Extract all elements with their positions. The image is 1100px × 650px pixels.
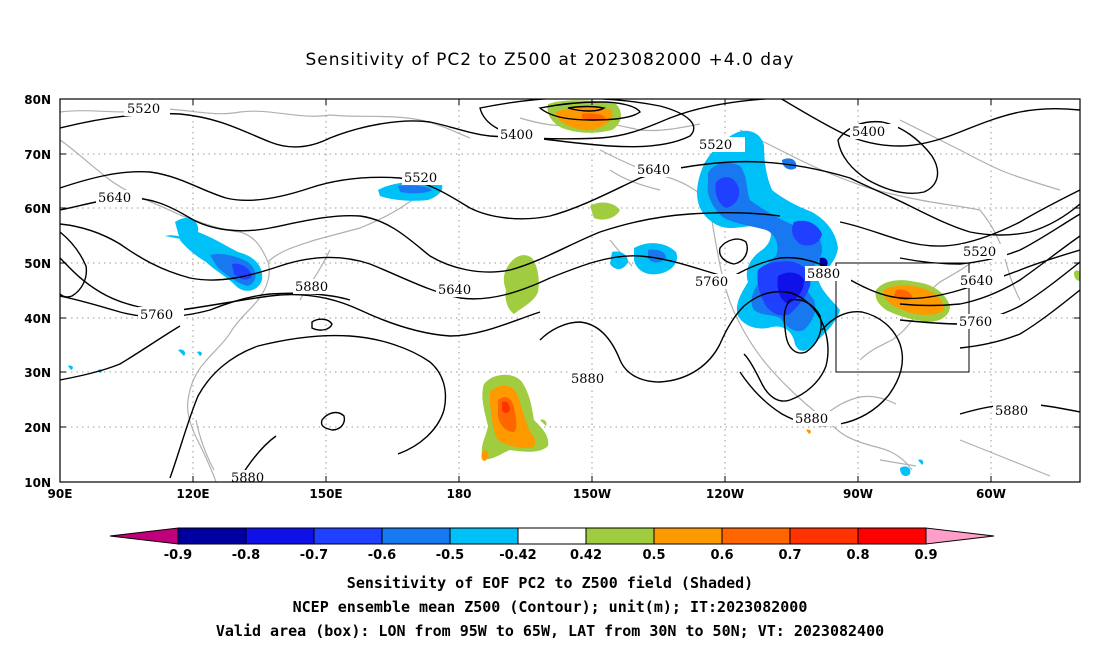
colorbar-labels: -0.9 -0.8 -0.7 -0.6 -0.5 -0.42 0.42 0.5 … <box>164 548 938 563</box>
shaded-sensitivity <box>68 100 1080 476</box>
colorbar-label: 0.7 <box>778 548 801 563</box>
contour-label: 5640 <box>637 163 670 178</box>
contour-label: 5640 <box>438 283 471 298</box>
contour-label: 5640 <box>98 191 131 206</box>
colorbar-swatch <box>449 527 519 545</box>
lon-label-120e: 120E <box>176 487 209 501</box>
colorbar-swatch <box>177 527 247 545</box>
tick-marks <box>60 98 1080 483</box>
contour-label: 5880 <box>995 404 1028 419</box>
lat-label-60n: 60N <box>24 202 51 216</box>
z500-contours <box>60 99 1080 479</box>
plot-area: 5520 5400 5520 5400 5520 5640 5640 5520 … <box>60 99 1080 486</box>
lon-label-120w: 120W <box>706 487 744 501</box>
contour-label: 5880 <box>231 471 264 486</box>
colorbar-swatch <box>585 527 655 545</box>
lon-label-180: 180 <box>446 487 471 501</box>
contour-label: 5760 <box>695 275 728 290</box>
colorbar-label: 0.5 <box>642 548 665 563</box>
contour-label: 5520 <box>963 245 996 260</box>
colorbar-label: -0.9 <box>164 548 192 563</box>
colorbar-label: 0.8 <box>846 548 869 563</box>
colorbar-low-arrow <box>109 527 179 545</box>
colorbar-swatch <box>245 527 315 545</box>
colorbar-swatch <box>381 527 451 545</box>
contour-labels: 5520 5400 5520 5400 5520 5640 5640 5520 … <box>96 101 1041 486</box>
lat-label-10n: 10N <box>24 476 51 490</box>
map-title: Sensitivity of PC2 to Z500 at 2023082000… <box>305 50 795 70</box>
colorbar-label: 0.42 <box>570 548 602 563</box>
contour-label: 5400 <box>500 128 533 143</box>
contour-label: 5880 <box>795 412 828 427</box>
contour-label: 5880 <box>807 267 840 282</box>
contour-label: 5640 <box>960 274 993 289</box>
colorbar-swatch <box>517 527 587 545</box>
colorbar-label: -0.8 <box>232 548 260 563</box>
caption-valid-area: Valid area (box): LON from 95W to 65W, L… <box>215 622 885 640</box>
colorbar <box>109 527 995 545</box>
colorbar-label: -0.5 <box>436 548 464 563</box>
lon-label-60w: 60W <box>976 487 1006 501</box>
colorbar-swatch <box>721 527 791 545</box>
longitude-labels: 90E 120E 150E 180 150W 120W 90W 60W <box>48 487 1006 501</box>
contour-label: 5880 <box>571 372 604 387</box>
lat-label-20n: 20N <box>24 421 51 435</box>
caption-shaded: Sensitivity of EOF PC2 to Z500 field (Sh… <box>346 574 754 592</box>
contour-label: 5520 <box>404 171 437 186</box>
latitude-labels: 80N 70N 60N 50N 40N 30N 20N 10N <box>24 93 51 490</box>
lon-label-150e: 150E <box>309 487 342 501</box>
colorbar-high-arrow <box>925 527 995 545</box>
contour-label: 5400 <box>852 125 885 140</box>
lat-label-70n: 70N <box>24 148 51 162</box>
lon-label-150w: 150W <box>573 487 611 501</box>
lat-label-50n: 50N <box>24 257 51 271</box>
colorbar-label: -0.7 <box>300 548 328 563</box>
colorbar-label: 0.6 <box>710 548 733 563</box>
colorbar-label: -0.6 <box>368 548 396 563</box>
colorbar-label: 0.9 <box>914 548 937 563</box>
contour-label: 5880 <box>295 280 328 295</box>
lat-label-40n: 40N <box>24 312 51 326</box>
colorbar-label: -0.42 <box>499 548 536 563</box>
contour-label: 5520 <box>699 138 732 153</box>
lon-label-90w: 90W <box>843 487 873 501</box>
caption-contour: NCEP ensemble mean Z500 (Contour); unit(… <box>292 598 808 616</box>
colorbar-swatch <box>857 527 927 545</box>
lat-label-80n: 80N <box>24 93 51 107</box>
contour-label: 5760 <box>140 308 173 323</box>
contour-label: 5520 <box>127 102 160 117</box>
lat-label-30n: 30N <box>24 366 51 380</box>
colorbar-swatch <box>313 527 383 545</box>
plot-frame <box>59 98 1081 483</box>
lon-label-90e: 90E <box>48 487 73 501</box>
contour-label: 5760 <box>959 315 992 330</box>
colorbar-swatch <box>789 527 859 545</box>
colorbar-swatch <box>653 527 723 545</box>
